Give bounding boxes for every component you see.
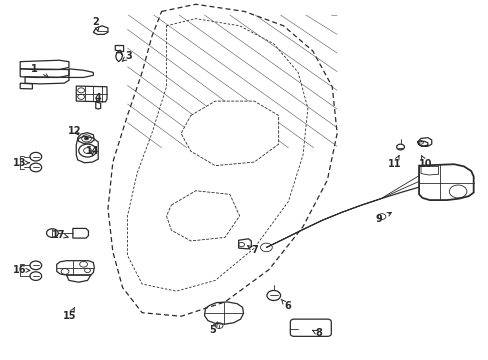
Text: 9: 9 bbox=[375, 212, 390, 224]
Text: 12: 12 bbox=[68, 126, 81, 135]
Polygon shape bbox=[181, 101, 278, 166]
Text: 17: 17 bbox=[51, 230, 68, 239]
Text: 11: 11 bbox=[387, 156, 401, 169]
Text: 6: 6 bbox=[281, 299, 290, 311]
Text: 16: 16 bbox=[13, 265, 30, 275]
Text: 10: 10 bbox=[418, 156, 432, 169]
Text: 8: 8 bbox=[312, 328, 322, 338]
Text: 7: 7 bbox=[247, 245, 257, 255]
Text: 1: 1 bbox=[30, 64, 48, 78]
Circle shape bbox=[84, 137, 88, 140]
Text: 13: 13 bbox=[13, 158, 29, 168]
Text: 5: 5 bbox=[209, 322, 217, 335]
Text: 4: 4 bbox=[95, 93, 102, 103]
Text: 14: 14 bbox=[85, 146, 99, 156]
Text: 2: 2 bbox=[92, 17, 99, 31]
Polygon shape bbox=[166, 191, 239, 241]
Text: 3: 3 bbox=[122, 51, 132, 61]
Text: 15: 15 bbox=[63, 308, 77, 320]
